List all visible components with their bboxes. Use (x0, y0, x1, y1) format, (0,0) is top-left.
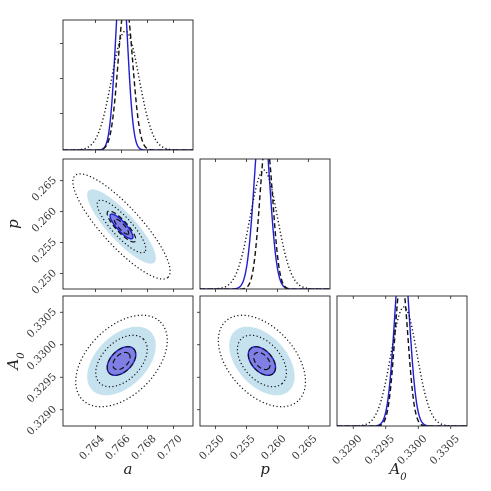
marginal-panel-p (199, 158, 331, 292)
marginal-curves-A0 (337, 296, 467, 426)
ytick-label-p-2: 0.260 (29, 205, 59, 235)
marginal-p-curve-dotted-2 (200, 169, 330, 289)
contour-a-p-dotted-5 (96, 199, 147, 254)
marginal-frame-A0 (336, 295, 468, 427)
ytick-label-A0-0: 0.3290 (25, 403, 59, 437)
marginal-curves-p (200, 159, 330, 289)
marginal-p-curve-solid-0 (200, 159, 330, 289)
contour-p-A0-dotted-6 (217, 314, 307, 408)
marginal-frame-a (62, 19, 194, 151)
marginal-a-curve-dotted-2 (63, 30, 193, 150)
marginal-p-curve-dashed-1 (200, 159, 330, 289)
joint-frame-a-A0 (62, 295, 194, 427)
xtick-label-p-1: 0.255 (228, 433, 258, 463)
contour-p-A0-dashed-4 (247, 346, 277, 376)
contour-a-A0-dashed-4 (106, 346, 137, 376)
contour-a-p-fill-1 (110, 214, 133, 239)
xlabel-a: a (124, 460, 133, 478)
xtick-label-a-0: 0.764 (77, 433, 107, 463)
joint-contours-a-A0 (75, 314, 168, 408)
ylabel-p: p (4, 219, 22, 229)
marginal-frame-p (199, 158, 331, 290)
xtick-label-p-0: 0.250 (197, 433, 227, 463)
ytick-label-A0-2: 0.3300 (25, 338, 59, 372)
joint-contours-a-p (72, 173, 171, 280)
joint-contours-p-A0 (217, 314, 307, 408)
marginal-a-curve-solid-0 (63, 20, 193, 150)
joint-frame-a-p (62, 158, 194, 290)
xtick-label-a-3: 0.770 (155, 433, 185, 463)
xtick-label-A0-3: 0.3305 (427, 433, 461, 467)
ytick-label-A0-1: 0.3295 (25, 371, 59, 405)
xtick-label-p-2: 0.260 (259, 433, 289, 463)
ylabel-A0: A0 (4, 352, 27, 372)
xtick-label-A0-0: 0.3290 (330, 433, 364, 467)
marginal-curves-a (63, 20, 193, 150)
ytick-label-p-3: 0.265 (29, 174, 59, 204)
joint-frame-p-A0 (199, 295, 331, 427)
marginal-A0-curve-dotted-2 (337, 306, 467, 426)
ylabel-sub-A0: 0 (16, 352, 27, 359)
contour-p-A0-dashed-3 (253, 351, 271, 371)
ytick-label-p-1: 0.255 (29, 236, 59, 266)
xtick-label-p-3: 0.265 (290, 433, 320, 463)
marginal-panel-A0 (336, 295, 468, 429)
contour-a-p-dashed-4 (106, 210, 137, 243)
marginal-a-curve-dashed-1 (63, 20, 193, 150)
marginal-panel-a (60, 19, 194, 153)
xlabel-sub-A0: 0 (400, 472, 407, 483)
marginal-A0-curve-dashed-1 (337, 296, 467, 426)
contour-a-A0-dashed-3 (112, 351, 131, 371)
xlabel-p: p (260, 460, 270, 478)
contour-a-p-dotted-6 (72, 173, 171, 280)
contour-a-p-solid-2 (109, 213, 134, 240)
contour-a-A0-dotted-5 (95, 334, 148, 388)
marginal-A0-curve-solid-0 (337, 296, 467, 426)
joint-panel-a-A0 (60, 295, 194, 429)
ytick-label-A0-3: 0.3305 (25, 306, 59, 340)
xtick-label-a-1: 0.766 (103, 433, 133, 463)
xtick-label-a-2: 0.768 (129, 433, 159, 463)
ytick-label-p-0: 0.250 (29, 267, 59, 297)
joint-panel-a-p (60, 158, 194, 292)
joint-panel-p-A0 (197, 295, 331, 429)
